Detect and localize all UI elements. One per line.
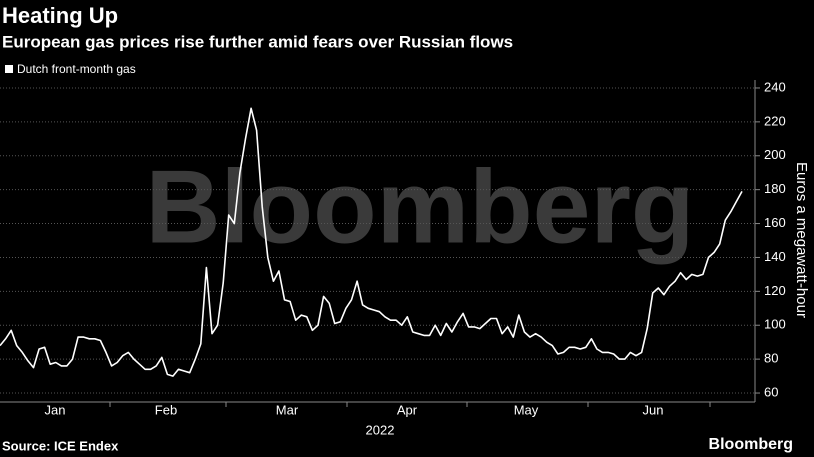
x-axis-label: 2022 (366, 422, 395, 437)
chart-title: Heating Up (2, 3, 118, 28)
x-tick-label: May (514, 402, 539, 417)
y-tick-label: 100 (764, 317, 786, 332)
y-tick-label: 60 (764, 384, 778, 399)
y-tick-label: 80 (764, 351, 778, 366)
y-tick-label: 200 (764, 147, 786, 162)
x-tick-label: Jan (45, 402, 66, 417)
y-tick-label: 120 (764, 283, 786, 298)
y-tick-label: 240 (764, 79, 786, 94)
y-tick-label: 180 (764, 181, 786, 196)
y-tick-label: 160 (764, 215, 786, 230)
logo: Bloomberg (709, 436, 793, 453)
legend-swatch (5, 65, 13, 73)
x-tick-label: Mar (276, 402, 299, 417)
line-series (0, 107, 743, 377)
y-axis-label: Euros a megawatt-hour (793, 162, 810, 318)
y-tick-label: 140 (764, 249, 786, 264)
x-tick-label: Feb (155, 402, 177, 417)
source: Source: ICE Endex (2, 438, 119, 453)
y-tick-label: 220 (764, 113, 786, 128)
watermark: Bloomberg (146, 149, 695, 265)
x-tick-label: Jun (643, 402, 664, 417)
chart-subtitle: European gas prices rise further amid fe… (2, 32, 513, 51)
legend-label: Dutch front-month gas (17, 62, 136, 76)
x-tick-label: Apr (397, 402, 418, 417)
